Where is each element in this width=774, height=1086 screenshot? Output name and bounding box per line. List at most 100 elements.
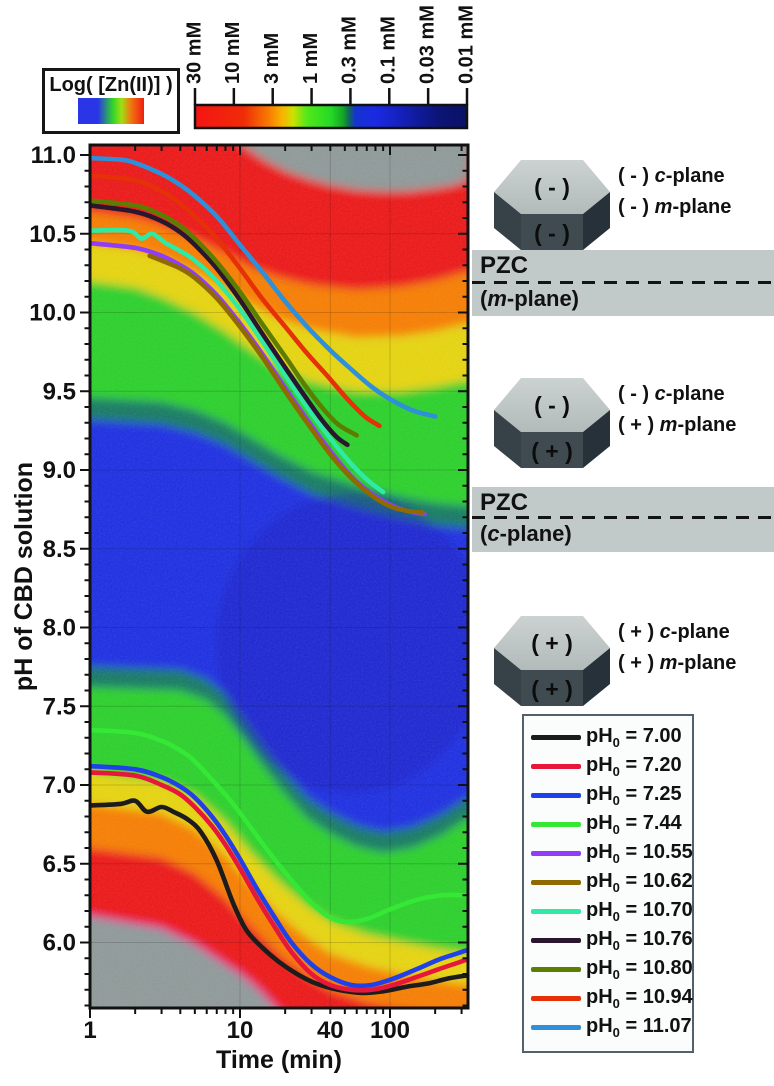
y-tick-label: 9.5 [43, 378, 76, 405]
legend-row: pH0 = 7.20 [524, 752, 692, 781]
zn-colormap-title: Log( [Zn(II)] ) [49, 74, 173, 96]
legend-label: pH0 = 10.80 [586, 957, 693, 982]
curve-010.76 [90, 203, 350, 448]
colorbar-tick-label: 0.03 mM [416, 5, 438, 84]
hex-right-face [583, 648, 610, 706]
legend-line-swatch [531, 996, 581, 1001]
legend-label: pH0 = 10.55 [586, 841, 693, 866]
curve-010.80 [90, 198, 359, 438]
pzc-band-c-plane: PZC (c-plane) [472, 487, 774, 552]
legend-line-swatch [531, 938, 581, 943]
legend-label: pH0 = 7.44 [586, 812, 682, 837]
legend-row: pH0 = 10.94 [524, 984, 693, 1013]
gridlines [90, 145, 468, 1008]
crystal-plane-label: ( + ) m-plane [618, 652, 737, 674]
legend-row: pH0 = 7.25 [524, 781, 692, 810]
legend-line-swatch [531, 909, 581, 914]
y-tick-label: 7.0 [43, 772, 76, 799]
hex-top-face [494, 378, 610, 432]
crystal-plane-label: ( - ) m-plane [618, 196, 732, 218]
legend-label: pH0 = 10.70 [586, 899, 693, 924]
pzc-title: PZC [480, 489, 528, 516]
hex-right-face [583, 192, 610, 250]
x-tick-label: 40 [317, 1017, 344, 1044]
zn-colormap-legend: Log( [Zn(II)] ) [42, 68, 180, 134]
hex-top-charge: ( - ) [534, 174, 570, 200]
pzc-plane-label-c: (c-plane) [480, 521, 572, 546]
y-tick-label: 8.5 [43, 536, 76, 563]
series-legend: pH0 = 7.00 pH0 = 7.20 pH0 = 7.25 pH0 = 7.44… [522, 714, 694, 1053]
plot-frame [88, 143, 470, 1010]
colorbar-tick-label: 30 mM [183, 22, 205, 84]
hex-right-face [583, 410, 610, 468]
hex-top-face [494, 616, 610, 670]
legend-row: pH0 = 7.44 [524, 810, 692, 839]
axis-ticks [80, 145, 468, 1018]
legend-line-swatch [531, 822, 581, 827]
curve-07.20 [90, 770, 468, 993]
legend-label: pH0 = 7.25 [586, 783, 682, 808]
legend-row: pH0 = 10.80 [524, 955, 693, 984]
zn-colormap-swatch [78, 98, 144, 124]
curve-07.25 [90, 763, 468, 989]
hex-left-face [494, 410, 521, 468]
curve-010.70 [90, 227, 386, 495]
x-tick-label: 100 [370, 1017, 410, 1044]
heatmap-noise [90, 145, 468, 1008]
legend-label: pH0 = 10.94 [586, 986, 693, 1011]
x-tick-label: 10 [227, 1017, 254, 1044]
crystal-plane-label: ( - ) c-plane [618, 383, 725, 405]
hex-front-face [521, 432, 583, 468]
series-curves [90, 155, 468, 996]
hex-front-charge: ( + ) [531, 438, 573, 464]
hex-left-face [494, 192, 521, 250]
legend-line-swatch [531, 1025, 581, 1030]
legend-label: pH0 = 10.76 [586, 928, 693, 953]
legend-label: pH0 = 10.62 [586, 870, 693, 895]
y-axis-title: pH of CBD solution [10, 462, 38, 691]
curve-011.07 [90, 155, 438, 419]
curve-07.44 [90, 727, 468, 925]
hex-front-face [521, 670, 583, 706]
hex-top-face [494, 160, 610, 214]
crystal-hexagon-2: ( - ) ( + ) [494, 378, 610, 468]
curve-07.00 [90, 798, 468, 996]
hex-front-face [521, 214, 583, 250]
crystal-plane-label: ( + ) c-plane [618, 621, 730, 643]
colorbar-tick-label: 10 mM [222, 22, 244, 84]
pzc-plane-label-m: (m-plane) [480, 286, 580, 311]
legend-row: pH0 = 10.62 [524, 868, 693, 897]
pzc-band-m-plane: PZC (m-plane) [472, 250, 774, 316]
legend-label: pH0 = 7.00 [586, 725, 682, 750]
legend-line-swatch [531, 735, 581, 740]
hex-top-charge: ( + ) [531, 630, 573, 656]
x-axis-title: Time (min) [216, 1046, 342, 1074]
colorbar-tick-label: 1 mM [300, 33, 322, 84]
pzc-dashed-line-m [472, 281, 774, 284]
hex-left-face [494, 648, 521, 706]
legend-row: pH0 = 7.00 [524, 723, 692, 752]
colorbar [193, 103, 469, 130]
x-tick-label: 1 [83, 1017, 96, 1044]
pzc-title: PZC [480, 252, 528, 279]
legend-label: pH0 = 7.20 [586, 754, 682, 779]
y-tick-label: 10.0 [29, 300, 76, 327]
hex-front-charge: ( - ) [534, 220, 570, 246]
legend-line-swatch [531, 793, 581, 798]
pzc-dashed-line-c [472, 516, 774, 519]
legend-row: pH0 = 10.55 [524, 839, 693, 868]
legend-line-swatch [531, 880, 581, 885]
legend-line-swatch [531, 967, 581, 972]
colorbar-tick-label: 0.01 mM [455, 5, 477, 84]
curve-010.62 [147, 253, 425, 515]
legend-row: pH0 = 10.76 [524, 926, 693, 955]
colorbar-tick-label: 0.1 mM [378, 16, 400, 84]
hex-top-charge: ( - ) [534, 392, 570, 418]
colorbar-tick-label: 0.3 mM [339, 16, 361, 84]
legend-line-swatch [531, 851, 581, 856]
legend-label: pH0 = 11.07 [586, 1015, 692, 1040]
hex-front-charge: ( + ) [531, 676, 573, 702]
y-tick-label: 6.5 [43, 851, 76, 878]
